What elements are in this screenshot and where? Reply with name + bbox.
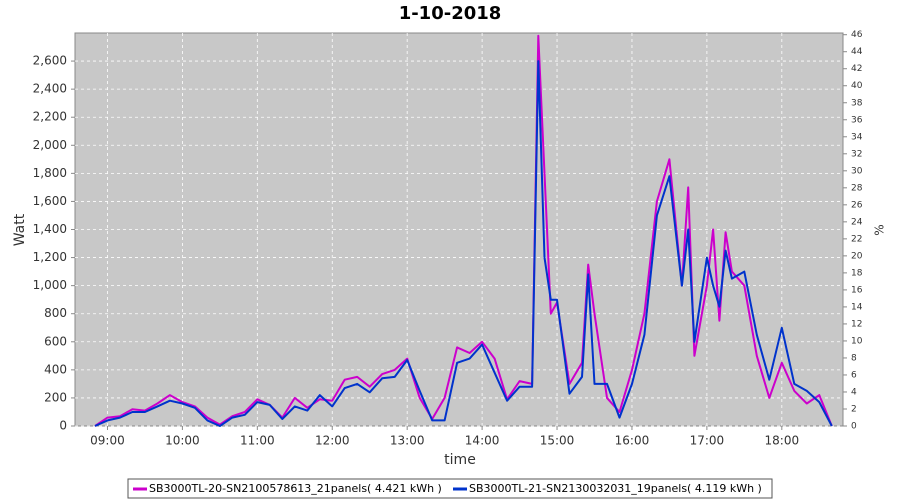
y2-tick-label: 34 — [851, 132, 863, 142]
y2-tick-label: 32 — [851, 149, 862, 159]
x-tick-label: 17:00 — [690, 434, 725, 448]
y-tick-label: 400 — [44, 362, 67, 376]
chart-title: 1-10-2018 — [399, 3, 502, 24]
x-tick-label: 09:00 — [90, 434, 125, 448]
y2-tick-label: 6 — [851, 370, 857, 380]
x-tick-label: 16:00 — [615, 434, 650, 448]
legend — [127, 478, 773, 499]
x-tick-label: 12:00 — [315, 434, 350, 448]
y-tick-label: 2,200 — [33, 110, 67, 124]
x-tick-label: 18:00 — [765, 434, 800, 448]
y2-tick-label: 12 — [851, 319, 862, 329]
y-tick-label: 800 — [44, 306, 67, 320]
y-tick-label: 2,400 — [33, 82, 67, 96]
y2-tick-label: 42 — [851, 64, 862, 74]
legend-label: SB3000TL-20-SN2100578613_21panels( 4.421… — [149, 482, 442, 495]
y2-tick-label: 36 — [851, 115, 863, 125]
y2-tick-label: 2 — [851, 404, 857, 414]
y-tick-label: 200 — [44, 390, 67, 404]
y2-tick-label: 20 — [851, 251, 863, 261]
y2-tick-label: 4 — [851, 387, 857, 397]
y-tick-label: 1,000 — [33, 278, 67, 292]
x-tick-label: 11:00 — [240, 434, 275, 448]
y2-tick-label: 44 — [851, 47, 863, 57]
y-tick-label: 600 — [44, 334, 67, 348]
x-axis-label: time — [444, 452, 476, 468]
x-tick-label: 13:00 — [390, 434, 425, 448]
series-line — [94, 34, 833, 427]
y2-axis-label: % — [873, 224, 887, 235]
y-tick-label: 1,200 — [33, 250, 67, 264]
x-tick-label: 14:00 — [465, 434, 500, 448]
y2-tick-label: 24 — [851, 217, 863, 227]
x-tick-label: 15:00 — [540, 434, 575, 448]
y2-tick-label: 16 — [851, 285, 863, 295]
y2-tick-label: 0 — [851, 422, 857, 432]
legend-label: SB3000TL-21-SN2130032031_19panels( 4.119… — [469, 482, 762, 495]
y-tick-label: 1,800 — [33, 166, 67, 180]
x-tick-label: 10:00 — [165, 434, 200, 448]
y2-tick-label: 38 — [851, 98, 863, 108]
y2-tick-label: 26 — [851, 200, 863, 210]
y-tick-label: 1,400 — [33, 222, 67, 236]
y-tick-label: 2,000 — [33, 138, 67, 152]
y2-tick-label: 22 — [851, 234, 862, 244]
y2-tick-label: 46 — [851, 30, 863, 40]
y2-tick-label: 8 — [851, 353, 857, 363]
y2-tick-label: 10 — [851, 336, 863, 346]
y2-tick-label: 14 — [851, 302, 863, 312]
y-tick-label: 0 — [59, 419, 67, 433]
y2-tick-label: 40 — [851, 81, 863, 91]
y2-tick-label: 28 — [851, 183, 863, 193]
y-axis-label: Watt — [12, 213, 28, 246]
y-tick-label: 1,600 — [33, 194, 67, 208]
y2-tick-label: 30 — [851, 166, 863, 176]
y2-tick-label: 18 — [851, 268, 863, 278]
y-tick-label: 2,600 — [33, 54, 67, 68]
series-line — [94, 60, 833, 427]
